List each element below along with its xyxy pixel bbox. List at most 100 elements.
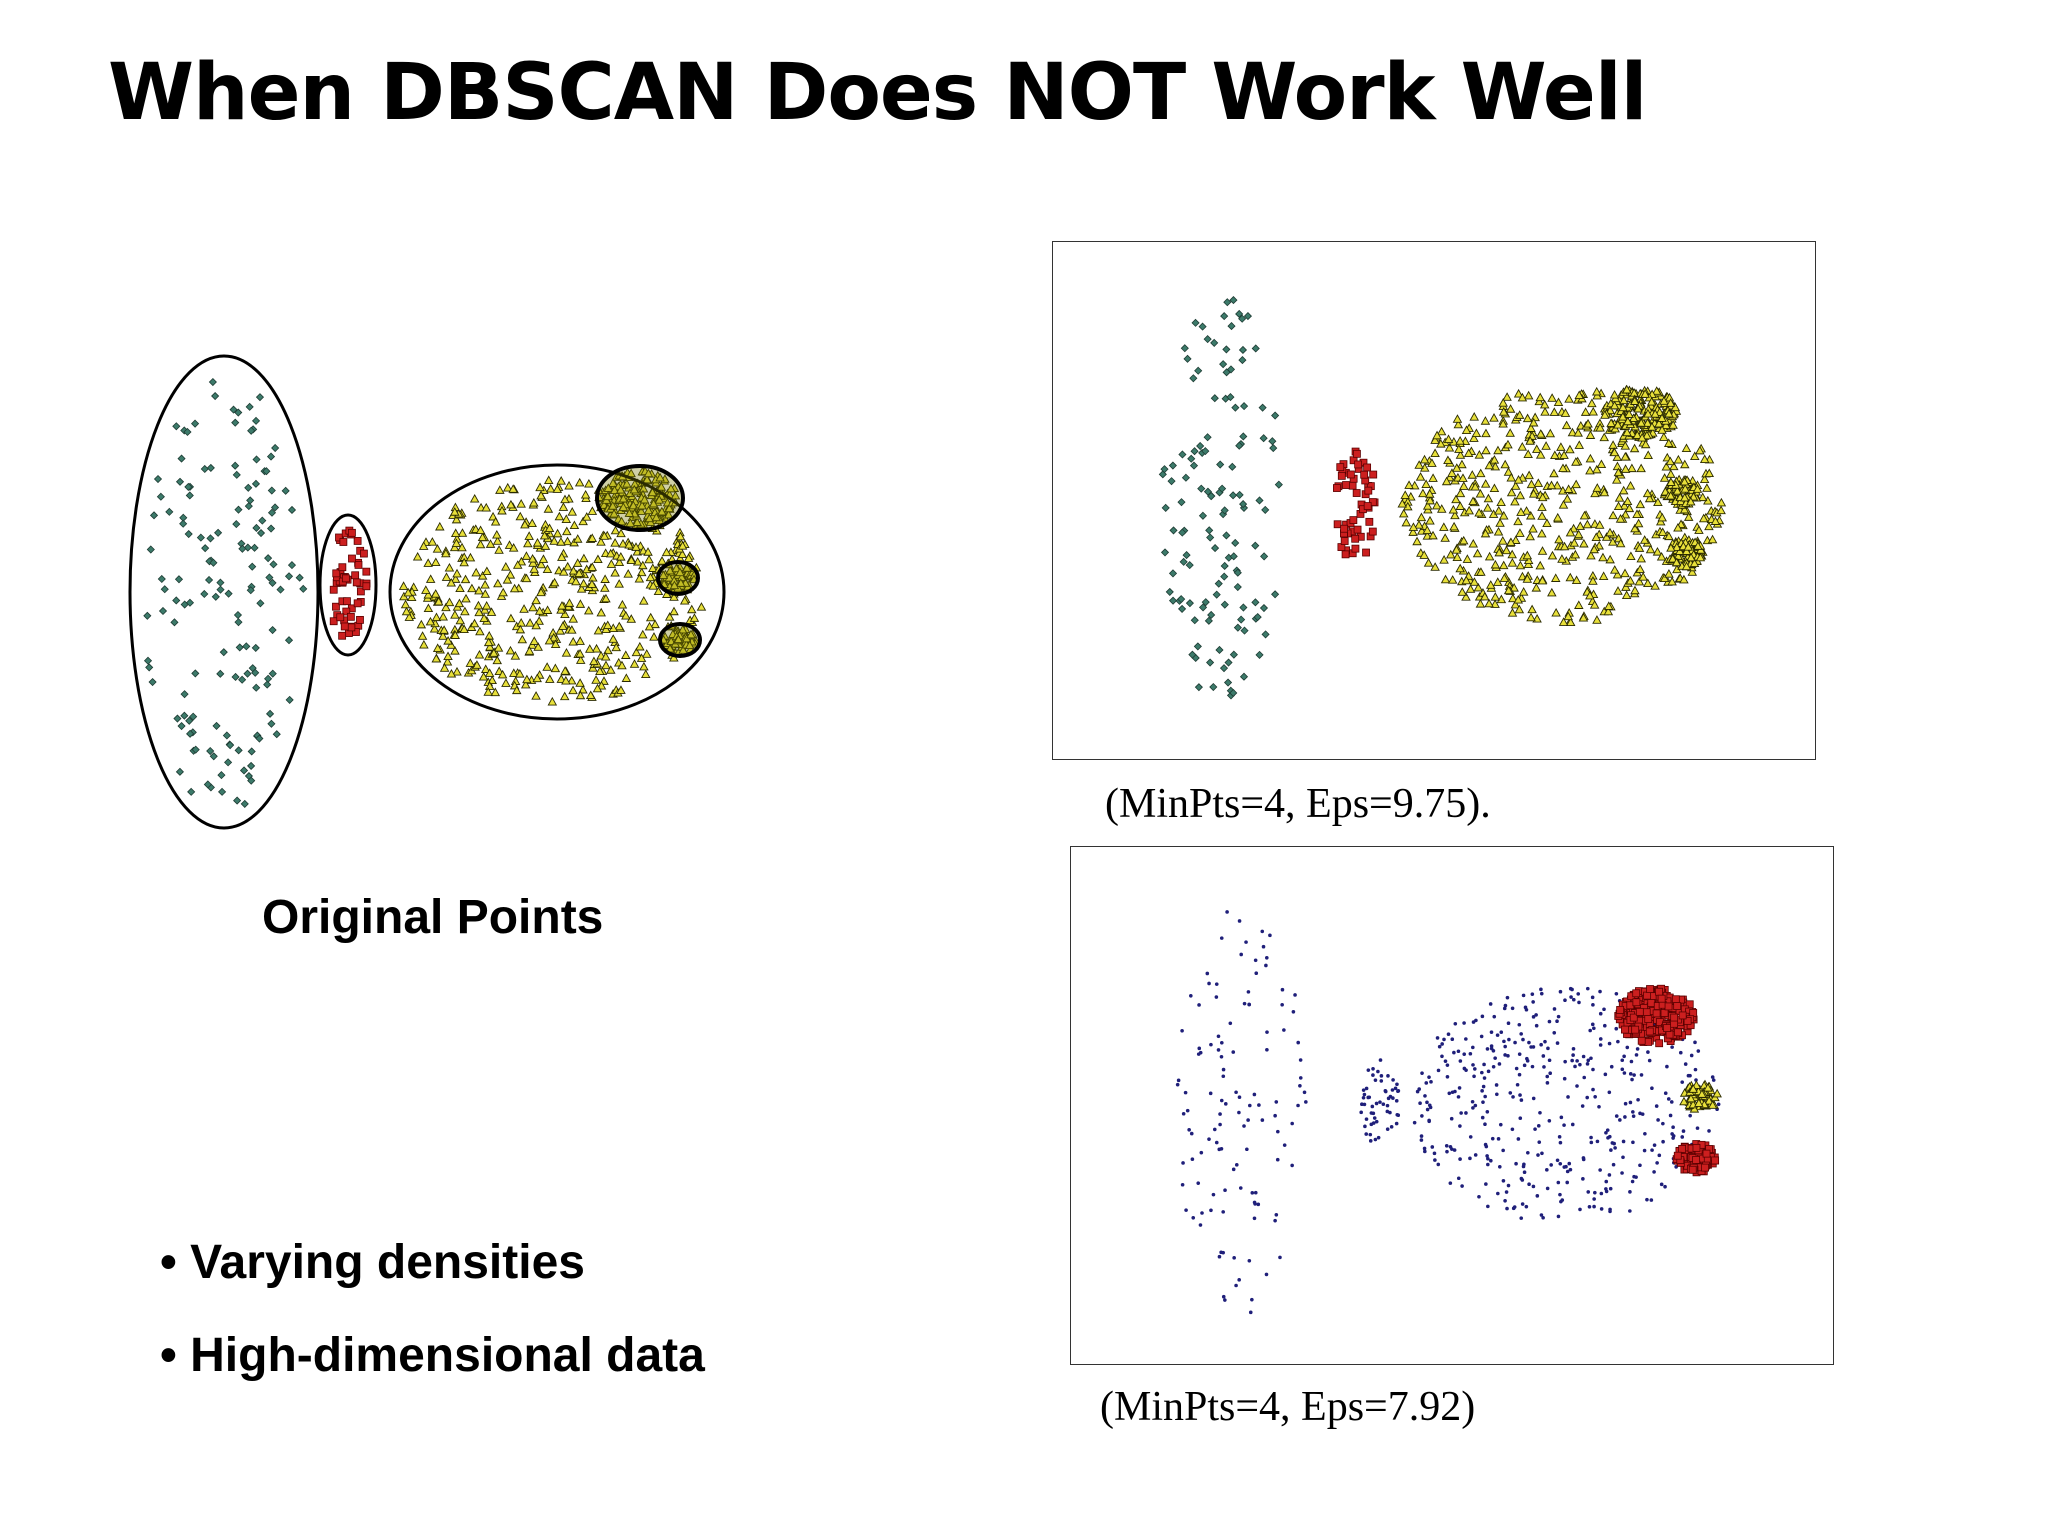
point-diamond — [1261, 505, 1270, 514]
point-diamond — [157, 574, 166, 584]
point-square — [1655, 987, 1663, 996]
point-square — [1635, 1007, 1644, 1016]
point-diamond — [1223, 678, 1233, 687]
point-noise — [1273, 1113, 1277, 1118]
point-diamond — [1178, 528, 1187, 537]
point-noise — [1257, 1103, 1261, 1107]
point-noise — [1480, 1115, 1485, 1120]
point-triangle — [523, 538, 533, 548]
point-triangle — [1505, 428, 1515, 437]
point-triangle — [1639, 535, 1650, 544]
point-triangle — [615, 484, 626, 494]
point-noise — [1276, 1129, 1280, 1134]
point-triangle — [509, 583, 520, 593]
point-noise — [1425, 1100, 1429, 1105]
point-noise — [1245, 1147, 1249, 1152]
point-noise — [1563, 1059, 1567, 1064]
point-diamond — [1271, 411, 1280, 420]
point-triangle — [592, 683, 603, 693]
point-noise — [1598, 1011, 1603, 1016]
point-noise — [1256, 1202, 1261, 1207]
point-noise — [1514, 1066, 1519, 1071]
point-triangle — [1681, 443, 1692, 453]
point-triangle — [626, 555, 637, 564]
point-noise — [1696, 1049, 1701, 1053]
point-triangle — [1515, 490, 1526, 500]
point-triangle — [673, 634, 684, 644]
point-diamond — [1204, 616, 1213, 625]
point-square — [348, 528, 356, 537]
point-diamond — [1240, 626, 1249, 635]
point-noise — [1552, 1007, 1557, 1011]
point-noise — [1464, 1037, 1468, 1041]
point-diamond — [184, 529, 193, 539]
point-diamond — [264, 674, 273, 683]
point-diamond — [1182, 551, 1191, 560]
point-triangle — [1455, 450, 1466, 459]
point-triangle — [593, 625, 604, 635]
point-diamond — [265, 573, 274, 582]
point-square — [352, 578, 361, 587]
point-noise — [1628, 1209, 1632, 1213]
point-triangle — [1683, 512, 1694, 521]
point-noise — [1458, 1059, 1463, 1063]
point-noise — [1260, 929, 1265, 934]
point-noise — [1361, 1095, 1366, 1100]
point-triangle — [1603, 606, 1614, 616]
point-triangle — [1447, 468, 1457, 477]
point-triangle — [1679, 504, 1690, 514]
point-noise — [1588, 1028, 1592, 1033]
point-triangle — [554, 565, 564, 575]
point-triangle — [625, 518, 636, 527]
point-noise — [1433, 1158, 1437, 1162]
point-noise — [1538, 1110, 1542, 1115]
point-diamond — [196, 533, 205, 542]
point-triangle — [658, 570, 669, 579]
point-noise — [1607, 1134, 1612, 1139]
point-noise — [1274, 1100, 1279, 1104]
point-triangle — [1428, 473, 1438, 482]
point-diamond — [1222, 345, 1231, 354]
point-noise — [1265, 1030, 1269, 1034]
point-noise — [1634, 1053, 1639, 1057]
point-noise — [1273, 1218, 1277, 1223]
point-noise — [1670, 1045, 1674, 1049]
point-triangle — [622, 479, 632, 488]
point-triangle — [1495, 518, 1505, 527]
point-triangle — [1498, 398, 1508, 407]
point-triangle — [638, 629, 648, 639]
point-triangle — [605, 548, 616, 558]
point-triangle — [508, 484, 518, 493]
point-diamond — [1231, 538, 1240, 548]
point-triangle — [543, 504, 554, 513]
point-triangle — [497, 669, 508, 679]
point-noise — [1385, 1127, 1390, 1131]
point-noise — [1484, 1144, 1489, 1149]
point-triangle — [1535, 560, 1546, 570]
point-triangle — [696, 602, 707, 611]
point-noise — [1539, 1042, 1543, 1047]
point-triangle — [621, 650, 631, 659]
point-diamond — [270, 503, 280, 512]
point-diamond — [267, 719, 276, 728]
point-triangle — [441, 602, 451, 612]
point-triangle — [1404, 480, 1414, 489]
point-triangle — [576, 584, 587, 593]
point-noise — [1686, 1073, 1691, 1078]
point-triangle — [1643, 578, 1653, 588]
point-triangle — [515, 624, 526, 634]
point-triangle — [1640, 439, 1651, 449]
point-noise — [1567, 1161, 1572, 1166]
point-diamond — [244, 483, 253, 492]
point-triangle — [532, 673, 542, 683]
point-triangle — [1441, 476, 1452, 486]
point-triangle — [1401, 517, 1412, 527]
point-triangle — [616, 516, 627, 526]
point-noise — [1247, 1002, 1251, 1007]
point-diamond — [216, 669, 225, 678]
point-noise — [1248, 1103, 1252, 1108]
caption-eps-9-75: (MinPts=4, Eps=9.75). — [1105, 781, 1491, 827]
point-triangle — [1498, 510, 1509, 520]
point-triangle — [1553, 397, 1564, 407]
point-triangle — [1480, 479, 1491, 488]
